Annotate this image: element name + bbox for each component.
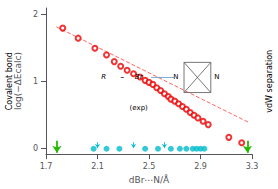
svg-text:vdW separation: vdW separation [265,50,274,113]
svg-text:2.9: 2.9 [194,162,207,171]
svg-text:2: 2 [33,10,38,19]
svg-text:–: – [120,73,124,82]
svg-text:dBr⋯N/Å: dBr⋯N/Å [129,174,170,185]
svg-text:Br: Br [135,73,144,81]
svg-text:0: 0 [33,144,38,153]
svg-text:2.1: 2.1 [91,162,104,171]
svg-text:Covalent bond: Covalent bond [5,52,14,110]
svg-text:N: N [173,73,178,81]
svg-text:1: 1 [33,77,38,86]
svg-text:(exp): (exp) [130,104,149,112]
svg-text:R: R [101,73,106,81]
svg-text:1.7: 1.7 [40,162,53,171]
svg-text:N: N [214,73,219,81]
svg-text:3.3: 3.3 [246,162,259,171]
svg-text:2.5: 2.5 [143,162,156,171]
svg-text:log(−ΔEcalc): log(−ΔEcalc) [13,52,23,110]
